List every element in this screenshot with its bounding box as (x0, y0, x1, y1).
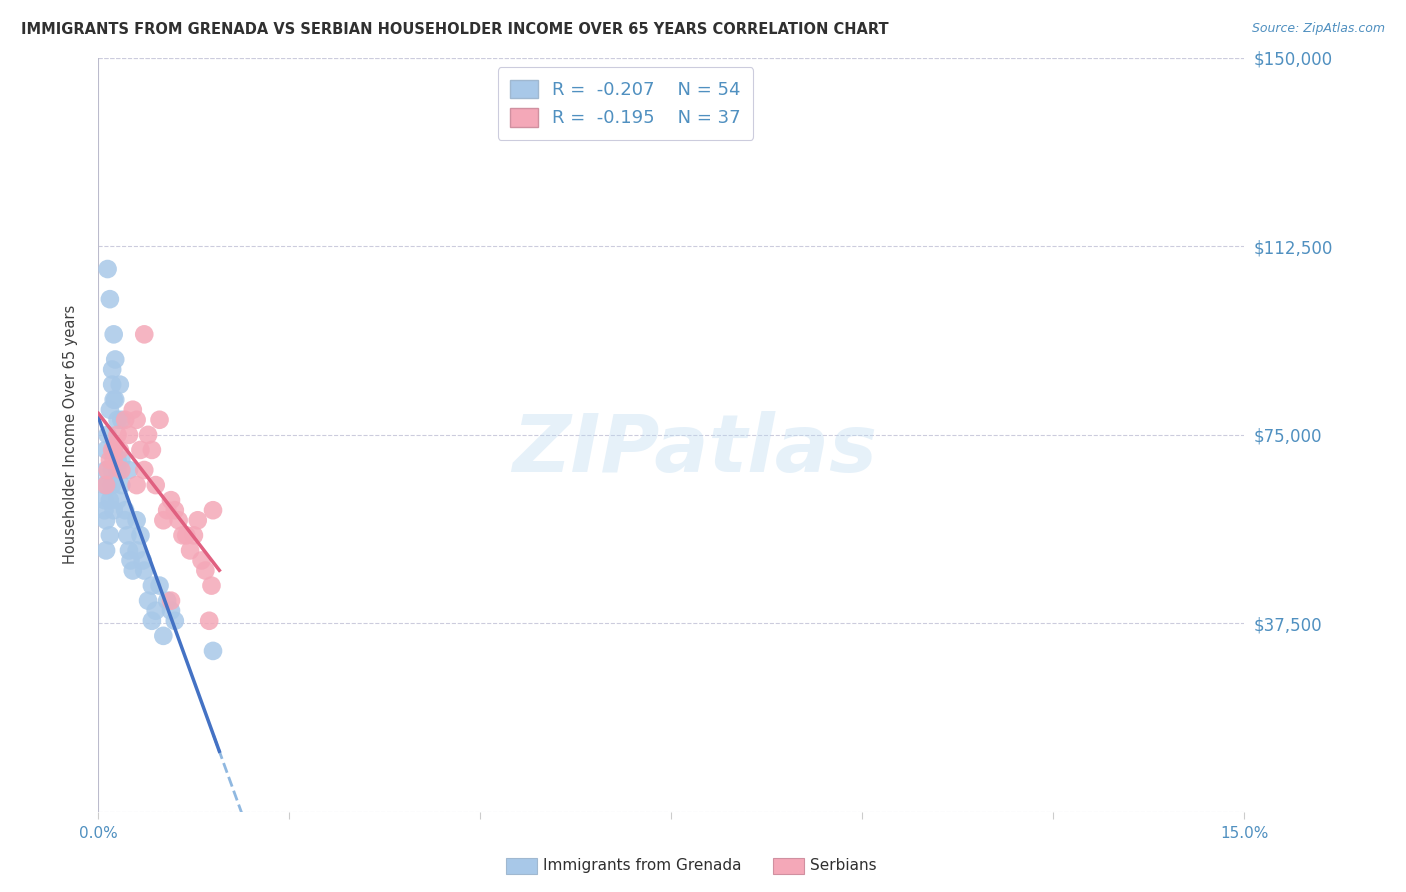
Point (163, 503, 186, 517)
Point (160, 493, 183, 508)
Point (98, 402, 121, 417)
Point (156, 503, 179, 517)
Point (152, 629, 174, 643)
Point (125, 543, 148, 558)
Point (107, 427, 129, 442)
Point (94, 478, 117, 492)
Point (118, 427, 141, 442)
Point (103, 327, 125, 342)
Point (103, 453, 125, 467)
Point (202, 503, 225, 517)
Point (97, 427, 120, 442)
Point (110, 463, 132, 477)
Point (98, 493, 121, 508)
Point (104, 438, 127, 452)
Point (98, 528, 121, 542)
Legend: R =  -0.207    N = 54, R =  -0.195    N = 37: R = -0.207 N = 54, R = -0.195 N = 37 (498, 67, 754, 140)
Point (94, 463, 117, 477)
Point (101, 478, 124, 492)
Point (118, 463, 141, 477)
Point (101, 442, 124, 457)
Point (148, 578, 170, 592)
Point (172, 528, 194, 542)
Point (108, 377, 131, 392)
Point (136, 593, 159, 607)
Point (110, 413, 132, 427)
Text: ZIPatlas: ZIPatlas (512, 411, 877, 489)
Point (187, 513, 209, 527)
Point (93, 503, 115, 517)
Point (129, 528, 152, 542)
Point (145, 478, 167, 492)
Point (125, 513, 148, 527)
Point (93, 493, 115, 508)
Point (110, 453, 132, 467)
Point (167, 513, 190, 527)
Point (97, 463, 120, 477)
Point (94, 543, 117, 558)
Point (117, 528, 139, 542)
Point (114, 513, 136, 527)
Point (160, 593, 183, 607)
Point (190, 553, 212, 567)
Point (101, 362, 124, 376)
Point (136, 427, 159, 442)
Point (152, 513, 174, 527)
Point (134, 327, 156, 342)
Point (118, 543, 141, 558)
Point (148, 413, 170, 427)
Point (101, 463, 124, 477)
Point (132, 553, 155, 567)
Point (97, 262, 120, 277)
Point (107, 463, 129, 477)
Point (141, 578, 163, 592)
Point (107, 413, 129, 427)
Point (121, 402, 143, 417)
Point (125, 413, 148, 427)
Point (202, 644, 225, 658)
Point (121, 564, 143, 578)
Point (141, 442, 163, 457)
Point (179, 543, 201, 558)
Point (114, 413, 136, 427)
Point (174, 528, 197, 542)
Point (200, 578, 222, 592)
Point (125, 478, 148, 492)
Text: Serbians: Serbians (810, 858, 876, 872)
Point (107, 493, 129, 508)
Point (104, 392, 127, 407)
Point (145, 604, 167, 618)
Point (101, 377, 124, 392)
Point (97, 478, 120, 492)
Point (134, 463, 156, 477)
Point (107, 453, 129, 467)
Point (194, 564, 217, 578)
Point (110, 478, 132, 492)
Point (103, 503, 125, 517)
Point (198, 614, 221, 628)
Point (98, 292, 121, 306)
Point (104, 352, 127, 367)
Point (129, 442, 152, 457)
Point (93, 478, 115, 492)
Point (163, 614, 186, 628)
Point (156, 593, 179, 607)
Point (183, 528, 205, 542)
Text: Source: ZipAtlas.com: Source: ZipAtlas.com (1251, 22, 1385, 36)
Point (160, 604, 183, 618)
Text: IMMIGRANTS FROM GRENADA VS SERBIAN HOUSEHOLDER INCOME OVER 65 YEARS CORRELATION : IMMIGRANTS FROM GRENADA VS SERBIAN HOUSE… (21, 22, 889, 37)
Point (103, 442, 125, 457)
Point (98, 453, 121, 467)
Point (134, 564, 156, 578)
Point (141, 614, 163, 628)
Point (103, 392, 125, 407)
Point (108, 442, 131, 457)
Text: Immigrants from Grenada: Immigrants from Grenada (543, 858, 741, 872)
Point (120, 553, 142, 567)
Point (114, 503, 136, 517)
Point (94, 442, 117, 457)
Point (94, 513, 117, 527)
Y-axis label: Householder Income Over 65 years: Householder Income Over 65 years (63, 305, 77, 565)
